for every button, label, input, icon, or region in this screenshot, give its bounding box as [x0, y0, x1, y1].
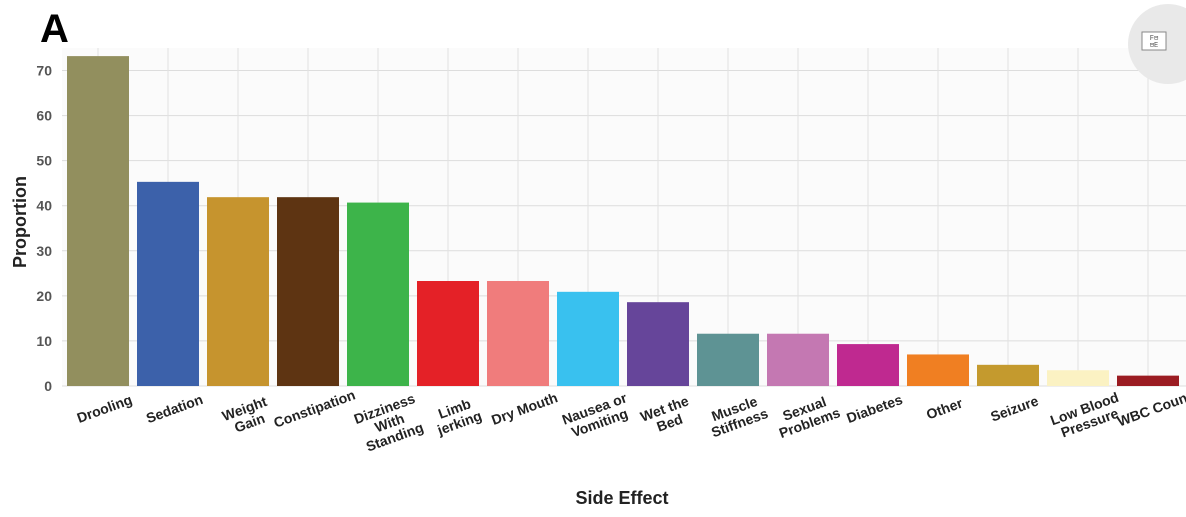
- y-tick-label: 70: [36, 63, 52, 79]
- bar[interactable]: [137, 181, 199, 386]
- bar[interactable]: [837, 344, 899, 386]
- bar[interactable]: [627, 302, 689, 386]
- x-tick-label: SexualProblems: [772, 390, 843, 441]
- y-tick-label: 20: [36, 288, 52, 304]
- chart-options-icon-text-2: ⊟E: [1150, 42, 1158, 50]
- bar[interactable]: [347, 202, 409, 386]
- bar[interactable]: [697, 333, 759, 386]
- x-tick-label: Dry Mouth: [489, 389, 560, 428]
- chart-options-icon: [1141, 31, 1167, 51]
- bar[interactable]: [907, 354, 969, 386]
- x-tick-label-line: Sedation: [144, 391, 205, 426]
- bar[interactable]: [487, 280, 549, 386]
- x-tick-label: Drooling: [75, 391, 135, 426]
- x-tick-label: Diabetes: [844, 391, 905, 426]
- y-axis-ticks: 0 10 20 30 40 50 60 70: [36, 63, 52, 394]
- x-tick-label: Nausea orVomiting: [560, 389, 635, 441]
- x-tick-label: DizzinessWithStanding: [352, 390, 428, 455]
- y-axis-title: Proportion: [10, 176, 30, 268]
- y-tick-label: 40: [36, 198, 52, 214]
- bar[interactable]: [767, 333, 829, 386]
- x-tick-label: Wet theBed: [638, 392, 696, 438]
- x-tick-label: Seizure: [988, 392, 1040, 424]
- chart-options-icon-text: F⊟: [1150, 35, 1158, 43]
- x-tick-label-line: Dry Mouth: [489, 389, 560, 428]
- bar[interactable]: [277, 197, 339, 386]
- bar[interactable]: [417, 280, 479, 386]
- y-tick-label: 0: [44, 378, 52, 394]
- x-tick-label-line: Drooling: [75, 391, 135, 426]
- x-tick-label-line: Constipation: [271, 386, 357, 430]
- x-tick-label: MuscleStiffness: [704, 391, 770, 440]
- y-tick-label: 60: [36, 108, 52, 124]
- bar[interactable]: [557, 291, 619, 386]
- x-axis-ticks: Drooling Sedation WeightGain ConstipationDi…: [75, 386, 1186, 455]
- x-tick-label: WBC Count: [1115, 388, 1186, 430]
- x-tick-label: WeightGain: [220, 393, 275, 438]
- chart-options-button[interactable]: F⊟ ⊟E: [1128, 4, 1186, 84]
- x-tick-label: Limbjerking: [429, 393, 484, 438]
- x-tick-label-line: Diabetes: [844, 391, 905, 426]
- bar[interactable]: [1117, 375, 1179, 386]
- bar[interactable]: [207, 197, 269, 386]
- x-tick-label-line: Other: [924, 394, 965, 422]
- x-tick-label: Low BloodPressure: [1048, 389, 1126, 443]
- bar[interactable]: [67, 56, 129, 386]
- y-tick-label: 10: [36, 333, 52, 349]
- x-axis-title: Side Effect: [575, 488, 668, 508]
- x-tick-label-line: WBC Count: [1115, 388, 1186, 430]
- y-tick-label: 30: [36, 243, 52, 259]
- x-tick-label: Other: [924, 394, 965, 422]
- x-tick-label: Constipation: [271, 386, 357, 430]
- bars: [67, 56, 1179, 386]
- y-tick-label: 50: [36, 153, 52, 169]
- panel-label: A: [40, 7, 69, 51]
- x-tick-label-line: Seizure: [988, 392, 1040, 424]
- bar[interactable]: [977, 364, 1039, 386]
- bar[interactable]: [1047, 370, 1109, 386]
- x-tick-label: Sedation: [144, 391, 205, 426]
